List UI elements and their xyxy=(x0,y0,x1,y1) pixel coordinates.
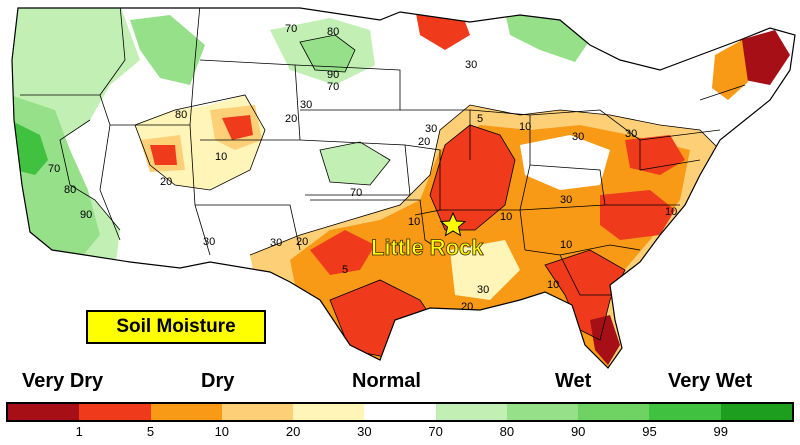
legend-tick-label: 70 xyxy=(428,424,443,439)
contour-label: 20 xyxy=(461,301,473,313)
contour-label: 20 xyxy=(418,136,430,148)
contour-label: 30 xyxy=(300,99,312,111)
near-normal-region-louisiana xyxy=(450,240,520,300)
contour-label: 30 xyxy=(465,59,477,71)
legend-swatch xyxy=(293,404,365,420)
legend-tick-label: 10 xyxy=(214,424,230,439)
very-dry-region-carolinas xyxy=(600,190,675,240)
contour-label: 80 xyxy=(175,109,187,121)
legend-swatch xyxy=(720,404,792,420)
legend-tick-label: 99 xyxy=(713,424,728,439)
wet-region-north-idaho xyxy=(130,15,205,85)
near-normal-region-ohio xyxy=(520,135,610,190)
legend-tick-label: 20 xyxy=(285,424,301,439)
contour-label: 70 xyxy=(350,187,362,199)
contour-label: 10 xyxy=(215,151,227,163)
contour-label: 30 xyxy=(425,123,437,135)
category-label-dry: Dry xyxy=(201,370,235,392)
contour-label: 20 xyxy=(285,113,297,125)
us-outline xyxy=(11,7,796,369)
legend-swatch xyxy=(364,404,436,420)
contour-label: 80 xyxy=(327,26,339,38)
category-label-normal: Normal xyxy=(352,370,421,392)
legend-swatch xyxy=(506,404,579,420)
contour-labels: 70 80 90 70 30 80 20 10 20 30 30 20 10 5… xyxy=(48,23,677,313)
contour-label: 70 xyxy=(327,81,339,93)
legend-swatch xyxy=(578,404,650,420)
category-label-very-wet: Very Wet xyxy=(668,370,753,392)
legend-tick-label: 95 xyxy=(642,424,657,439)
contour-label: 90 xyxy=(80,209,92,221)
contour-label: 30 xyxy=(560,194,572,206)
legend-tick-label: 30 xyxy=(357,424,372,439)
state-borders xyxy=(20,8,746,296)
contour-label: 20 xyxy=(160,176,172,188)
dry-region-maine xyxy=(712,40,748,100)
contour-label: 30 xyxy=(477,284,489,296)
contour-label: 10 xyxy=(500,211,512,223)
legend-swatch xyxy=(8,404,80,420)
contour-label: 90 xyxy=(327,69,339,81)
very-dry-region-arkansas xyxy=(430,125,515,230)
legend-tick-label: 90 xyxy=(570,424,586,439)
legend-swatch xyxy=(649,404,721,420)
contour-label: 70 xyxy=(48,163,60,175)
category-label-wet: Wet xyxy=(555,370,592,392)
category-label-very-dry: Very Dry xyxy=(22,370,104,392)
legend-tick-label: 5 xyxy=(146,424,155,439)
contour-label: 10 xyxy=(519,121,531,133)
legend-swatch xyxy=(435,404,507,420)
contour-label: 5 xyxy=(477,113,483,125)
soil-moisture-map: 70 80 90 70 30 80 20 10 20 30 30 20 10 5… xyxy=(11,7,796,369)
contour-label: 30 xyxy=(572,131,584,143)
star-icon xyxy=(439,211,467,237)
contour-label: 30 xyxy=(625,128,637,140)
contour-label: 70 xyxy=(285,23,297,35)
legend-swatch xyxy=(221,404,294,420)
legend-tick-label: 1 xyxy=(75,424,83,439)
contour-label: 80 xyxy=(64,184,76,196)
very-dry-region-nevada xyxy=(150,145,177,165)
contour-label: 10 xyxy=(665,206,677,218)
wet-region-north-plains-core xyxy=(300,35,355,72)
map-title: Soil Moisture xyxy=(86,310,266,344)
contour-label: 10 xyxy=(560,239,572,251)
wet-region-central-plains xyxy=(320,142,390,185)
very-dry-region-idaho xyxy=(222,115,253,140)
extreme-dry-region-maine xyxy=(740,30,790,85)
legend-swatch xyxy=(150,404,222,420)
legend-swatch xyxy=(79,404,151,420)
contour-label: 30 xyxy=(203,236,215,248)
contour-label: 20 xyxy=(296,236,308,248)
color-legend xyxy=(6,402,794,422)
contour-label: 5 xyxy=(342,264,348,276)
legend-tick-label: 80 xyxy=(499,424,515,439)
contour-label: 10 xyxy=(408,216,420,228)
contour-label: 30 xyxy=(270,237,282,249)
city-label: Little Rock xyxy=(371,235,484,260)
contour-label: 10 xyxy=(547,279,559,291)
very-dry-region-texas xyxy=(310,230,375,275)
extreme-dry-region-florida xyxy=(590,315,620,365)
